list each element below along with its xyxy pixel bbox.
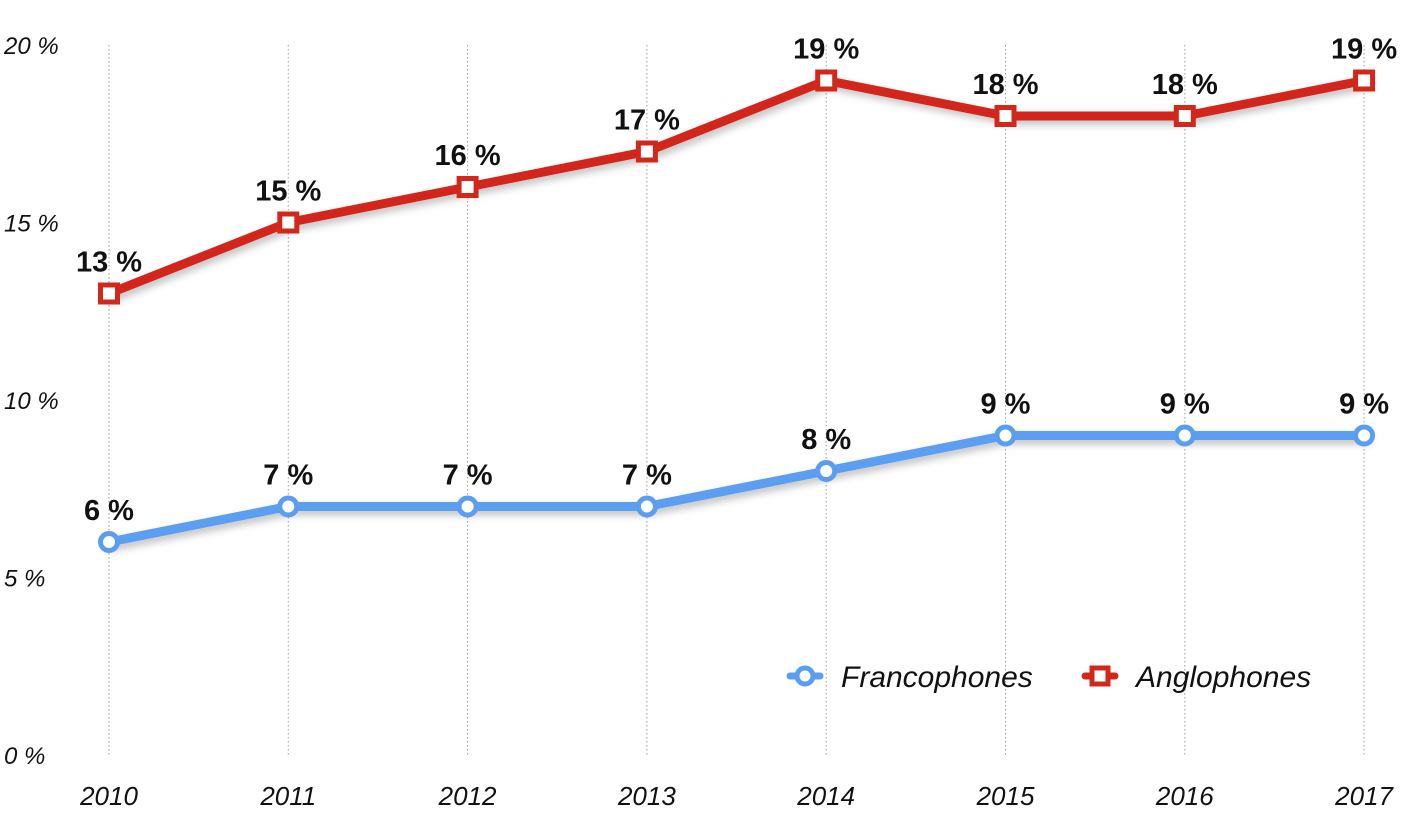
x-tick-label-2011: 2011: [259, 781, 316, 811]
legend-label-anglophones: Anglophones: [1134, 661, 1311, 694]
x-axis: 2010 2011 2012 2013 2014 2015 2016 2017: [79, 781, 1394, 811]
y-axis: 0 % 5 % 10 % 15 % 20 %: [3, 33, 59, 770]
point-anglophones-2017: [1353, 69, 1376, 92]
point-francophones-2014: [815, 460, 838, 482]
y-tick-label: 10 %: [4, 388, 59, 415]
x-tick-label-2016: 2016: [1155, 781, 1214, 811]
series-line-francophones: [104, 431, 1369, 547]
point-francophones-2016: [1173, 424, 1196, 447]
legend-item-francophones: Francophones: [786, 661, 1033, 694]
point-francophones-2015: [994, 424, 1017, 447]
y-tick-label: 5 %: [4, 566, 45, 593]
data-label-francophones-2013: 7 %: [622, 460, 672, 492]
point-anglophones-2010: [98, 282, 120, 305]
point-francophones-2017: [1353, 424, 1376, 447]
legend-marker-anglophones: [1089, 665, 1111, 687]
data-label-francophones-2017: 9 %: [1339, 389, 1389, 421]
legend-label-francophones: Francophones: [841, 661, 1033, 694]
x-tick-label-2012: 2012: [438, 781, 497, 811]
point-francophones-2013: [635, 495, 658, 518]
legend: Francophones Anglophones: [786, 661, 1311, 694]
data-label-anglophones-2016: 18 %: [1152, 69, 1218, 101]
data-label-francophones-2014: 8 %: [801, 424, 851, 456]
data-label-anglophones-2010: 13 %: [76, 247, 142, 279]
data-labels: 6 % 7 % 7 % 7 % 8 % 9 % 9 % 9 % 13 % 15 % 16 % 17 %…: [76, 34, 1397, 528]
y-tick-label: 0 %: [4, 743, 45, 770]
x-tick-label-2015: 2015: [976, 781, 1035, 811]
x-tick-label-2014: 2014: [796, 781, 855, 811]
point-francophones-2010: [98, 531, 120, 553]
data-label-francophones-2010: 6 %: [84, 495, 134, 527]
x-tick-label-2013: 2013: [617, 781, 676, 811]
point-anglophones-2014: [815, 69, 838, 92]
data-label-francophones-2015: 9 %: [981, 389, 1031, 421]
data-label-francophones-2016: 9 %: [1160, 389, 1210, 421]
data-label-anglophones-2014: 19 %: [793, 34, 859, 66]
data-label-anglophones-2015: 18 %: [972, 69, 1038, 101]
point-anglophones-2013: [635, 140, 658, 163]
data-label-francophones-2011: 7 %: [263, 460, 313, 492]
y-tick-label: 20 %: [3, 33, 59, 60]
legend-marker-francophones: [794, 665, 816, 687]
data-label-anglophones-2012: 16 %: [435, 140, 501, 172]
data-label-francophones-2012: 7 %: [443, 460, 493, 492]
series-line-anglophones: [104, 76, 1369, 298]
point-anglophones-2016: [1173, 105, 1196, 127]
y-tick-label: 15 %: [4, 211, 59, 238]
point-anglophones-2011: [277, 211, 300, 234]
legend-item-anglophones: Anglophones: [1081, 661, 1311, 694]
x-tick-label-2010: 2010: [79, 781, 138, 811]
point-francophones-2011: [277, 495, 300, 518]
point-anglophones-2015: [994, 105, 1017, 127]
point-francophones-2012: [456, 495, 479, 518]
series-layer: [98, 69, 1376, 553]
point-anglophones-2012: [456, 176, 479, 198]
x-tick-label-2017: 2017: [1334, 781, 1394, 811]
data-label-anglophones-2011: 15 %: [255, 176, 321, 208]
data-label-anglophones-2013: 17 %: [614, 105, 680, 137]
data-label-anglophones-2017: 19 %: [1331, 34, 1397, 66]
